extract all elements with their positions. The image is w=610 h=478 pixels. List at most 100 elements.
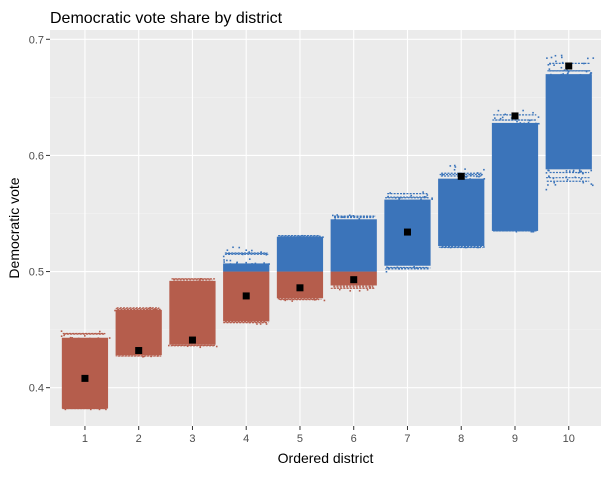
fringe-point [88,337,91,340]
fringe-point [589,73,592,75]
fringe-point [454,166,457,168]
x-axis-title: Ordered district [278,450,374,466]
fringe-point [548,176,550,178]
fringe-point [583,62,585,65]
axes: 0.4 0.5 0.6 0.7 1 2 3 4 5 6 7 8 9 10 [29,34,575,445]
fringe-point [358,290,361,292]
fringe-point [523,122,526,125]
fringe-point [537,116,540,118]
fringe-point [215,345,218,348]
fringe-point [245,261,247,264]
fringe-point [232,246,234,249]
fringe-point [527,121,530,124]
fringe-point [256,323,258,325]
median-marker [565,62,573,70]
fringe-point [453,168,456,171]
x-tick-label: 3 [189,433,195,445]
district-band [491,109,540,233]
fringe-point [348,214,351,217]
district-band [384,191,433,273]
fringe-point [199,346,202,349]
fringe-point [449,165,452,167]
band-segment-democratic [223,263,270,272]
fringe-point [338,288,341,291]
fringe-point [142,355,144,358]
fringe-point [566,73,569,75]
fringe-point [464,168,466,170]
fringe-point [563,69,566,71]
fringe-point [426,194,429,196]
fringe-point [582,181,585,184]
fringe-point [259,323,262,325]
fringe-point [519,122,522,124]
fringe-point [251,263,253,265]
median-marker [242,292,250,300]
fringe-point [550,56,553,59]
x-tick-label: 5 [297,433,303,445]
fringe-point [560,54,563,57]
median-marker [81,374,89,382]
median-marker [403,228,411,236]
fringe-point [223,261,225,263]
fringe-point [441,173,444,176]
fringe-point [105,408,107,411]
x-tick-label: 8 [458,433,464,445]
fringe-point [550,73,552,76]
fringe-point [60,330,63,332]
band-segment-republican [61,337,109,409]
fringe-point [554,184,557,186]
fringe-point [198,280,200,283]
fringe-point [562,73,564,75]
fringe-point [545,188,548,191]
fringe-point [548,68,551,70]
fringe-point [236,262,238,265]
fringe-point [590,183,593,185]
fringe-point [263,262,265,264]
fringe-point [285,236,288,239]
fringe-point [97,337,100,339]
fringe-point [154,308,156,311]
fringe-point [560,73,563,76]
fringe-point [399,197,401,199]
fringe-point [483,246,485,248]
fringe-point [470,174,472,176]
fringe-point [548,175,550,177]
fringe-point [555,60,557,63]
fringe-point [469,178,471,180]
fringe-point [291,300,294,302]
fringe-point [236,261,238,264]
fringe-point [254,262,257,265]
fringe-point [108,337,111,339]
fringe-point [553,64,555,67]
median-marker [350,276,358,284]
fringe-point [565,170,568,172]
x-tick-label: 7 [404,433,410,445]
fringe-point [568,170,571,172]
band-segment-democratic [276,236,324,272]
district-band [60,330,111,411]
fringe-point [545,172,548,174]
y-tick-label: 0.6 [29,150,44,162]
fringe-point [336,214,338,216]
fringe-point [561,56,563,59]
chart-title: Democratic vote share by district [50,10,283,27]
fringe-point [323,299,326,302]
fringe-point [334,218,336,221]
fringe-point [389,192,392,194]
fringe-point [528,119,531,122]
fringe-point [413,265,415,268]
x-tick-label: 1 [82,433,88,445]
fringe-point [358,218,361,220]
fringe-point [582,172,584,175]
fringe-point [579,73,582,76]
fringe-point [238,246,241,249]
fringe-point [516,120,518,123]
fringe-point [554,54,557,57]
band-segment-democratic [491,122,539,231]
x-tick-label: 6 [351,433,357,445]
fringe-point [585,70,588,73]
fringe-point [423,195,426,198]
fringe-point [572,169,575,172]
district-band [276,234,326,302]
fringe-point [566,178,569,181]
